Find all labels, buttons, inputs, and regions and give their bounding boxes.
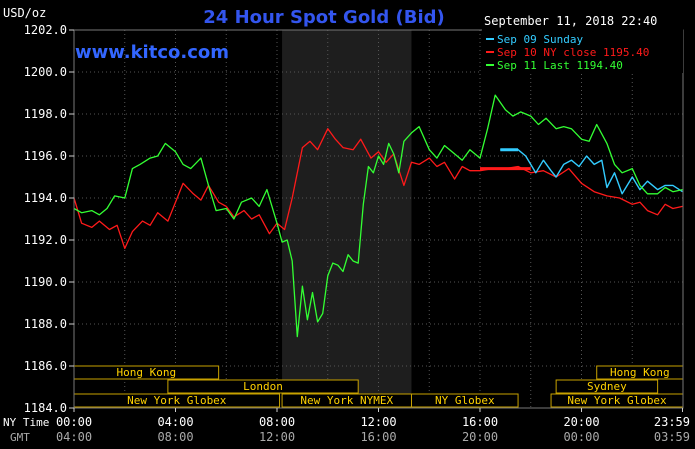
session-label: Hong Kong	[610, 366, 670, 379]
x-tick-label-ny: 16:00	[462, 415, 498, 429]
session-box	[410, 393, 519, 408]
x-tick-label-gmt: 03:59	[654, 430, 690, 444]
session-label: Hong Kong	[117, 366, 177, 379]
x-tick-label-gmt: 08:00	[157, 430, 193, 444]
x-tick-label-gmt: 12:00	[259, 430, 295, 444]
x-tick-label-gmt: 04:00	[56, 430, 92, 444]
y-axis-unit: USD/oz	[3, 6, 46, 20]
series-line	[73, 128, 683, 250]
y-tick-label: 1198.0	[24, 107, 67, 121]
session-label: NY Globex	[435, 394, 495, 407]
y-tick-label: 1188.0	[24, 317, 67, 331]
session-box	[167, 379, 359, 394]
x-tick-label-ny: 20:00	[563, 415, 599, 429]
session-label: New York Globex	[127, 394, 227, 407]
x-tick-label-ny: 04:00	[157, 415, 193, 429]
watermark: www.kitco.com	[75, 42, 229, 63]
session-label: London	[243, 380, 283, 393]
date-stamp: September 11, 2018 22:40	[484, 14, 657, 28]
y-tick-label: 1202.0	[24, 23, 67, 37]
y-tick-label: 1194.0	[24, 191, 67, 205]
x-tick-label-ny: 23:59	[654, 415, 690, 429]
series-line	[73, 94, 683, 338]
chart-title: 24 Hour Spot Gold (Bid)	[203, 7, 444, 28]
y-tick-label: 1184.0	[24, 401, 67, 415]
session-box	[555, 379, 659, 394]
y-axis: 1184.0 1186.0 1188.0 1190.0 1192.0 1194.0 1196…	[24, 23, 74, 415]
nymex-session-shading	[282, 30, 412, 408]
session-label: Sydney	[587, 380, 627, 393]
y-tick-label: 1186.0	[24, 359, 67, 373]
legend-box	[482, 29, 683, 73]
y-tick-label: 1196.0	[24, 149, 67, 163]
series-line	[500, 149, 683, 195]
y-tick-label: 1200.0	[24, 65, 67, 79]
gmt-row-label: GMT	[10, 431, 30, 444]
legend-entry: Sep 09 Sunday	[497, 33, 583, 46]
session-label: New York Globex	[567, 394, 667, 407]
session-label: New York NYMEX	[300, 394, 393, 407]
y-tick-label: 1192.0	[24, 233, 67, 247]
x-tick-label-gmt: 20:00	[462, 430, 498, 444]
x-tick-label-gmt: 16:00	[360, 430, 396, 444]
y-tick-label: 1190.0	[24, 275, 67, 289]
x-tick-label-gmt: 00:00	[563, 430, 599, 444]
legend-entry: Sep 10 NY close 1195.40	[497, 46, 649, 59]
x-axis: 00:0004:0004:0008:0008:0012:0012:0016:00…	[56, 408, 690, 444]
ny-time-row-label: NY Time	[3, 416, 49, 429]
price-series	[73, 94, 683, 338]
x-tick-label-ny: 00:00	[56, 415, 92, 429]
legend-entry: Sep 11 Last 1194.40	[497, 59, 623, 72]
x-tick-label-ny: 12:00	[360, 415, 396, 429]
x-tick-label-ny: 08:00	[259, 415, 295, 429]
